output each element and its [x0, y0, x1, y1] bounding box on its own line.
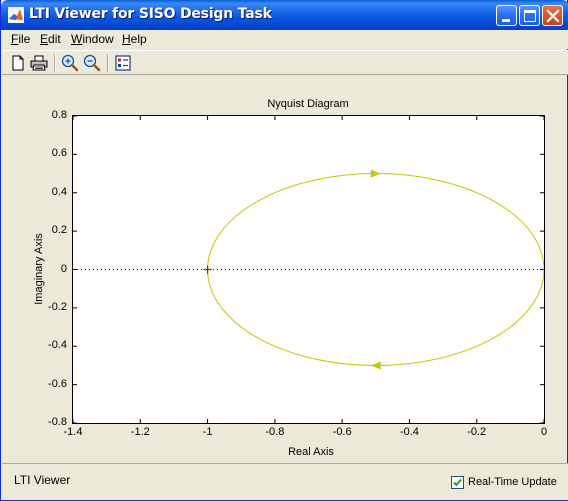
window-title: LTI Viewer for SISO Design Task	[29, 6, 272, 22]
plot-config-icon	[115, 55, 131, 71]
new-file-button[interactable]	[8, 53, 28, 73]
y-tick-label: -0.2	[48, 300, 67, 313]
maximize-icon	[524, 10, 536, 22]
menu-help-mnemonic: H	[122, 32, 131, 46]
nyquist-plot	[73, 116, 544, 423]
close-button[interactable]	[542, 5, 563, 26]
print-button[interactable]	[29, 53, 49, 73]
realtime-update-checkbox[interactable]	[451, 476, 464, 489]
x-tick-label: -1.4	[63, 426, 83, 438]
menu-edit-label: dit	[48, 32, 61, 46]
menu-window-mnemonic: W	[71, 32, 83, 46]
plot-axes[interactable]	[72, 115, 545, 424]
toolbar	[2, 50, 568, 75]
y-tick-label: 0.4	[51, 185, 67, 198]
toolbar-separator	[54, 54, 56, 72]
y-tick-label: -0.4	[48, 339, 67, 352]
new-file-icon	[12, 55, 24, 71]
plot-config-button[interactable]	[113, 53, 133, 73]
menu-file-label: ile	[18, 32, 31, 46]
x-tick-label: 0	[540, 426, 548, 438]
minimize-button[interactable]	[496, 5, 517, 26]
x-tick-label: -0.4	[399, 426, 419, 438]
menu-help[interactable]: Help	[122, 32, 147, 46]
menu-file-mnemonic: F	[11, 32, 19, 46]
x-tick-label: -0.8	[265, 426, 285, 438]
maximize-button[interactable]	[519, 5, 540, 26]
y-tick-label: 0.8	[51, 109, 67, 121]
status-bar: LTI Viewer Real-Time Update	[2, 463, 568, 500]
checkmark-icon	[453, 478, 462, 487]
direction-arrow-lower	[370, 361, 381, 370]
minimize-icon	[502, 19, 510, 22]
menu-help-label: elp	[130, 32, 147, 46]
x-tick-label: -0.2	[467, 426, 487, 438]
toolbar-separator	[107, 54, 109, 72]
x-tick-label: -1.2	[130, 426, 150, 438]
matlab-logo-icon	[8, 7, 24, 23]
direction-arrow-upper	[370, 169, 381, 178]
status-text: LTI Viewer	[14, 473, 71, 487]
realtime-update-label[interactable]: Real-Time Update	[468, 476, 557, 488]
menu-bar: File Edit Window Help	[2, 30, 568, 49]
y-tick-label: 0	[60, 262, 67, 275]
zoom-in-button[interactable]	[60, 53, 80, 73]
x-tick-label: -1	[202, 426, 213, 438]
critical-point-marker	[203, 265, 212, 274]
y-tick-label: 0.6	[51, 147, 67, 160]
zoom-out-button[interactable]	[82, 53, 102, 73]
x-tick-label: -0.6	[332, 426, 352, 438]
y-tick-label: 0.2	[51, 224, 67, 237]
print-icon	[30, 55, 48, 71]
zoom-in-icon	[61, 54, 79, 72]
x-axis-label: Real Axis	[288, 446, 334, 458]
y-tick-label: -0.8	[48, 416, 67, 428]
menu-edit-mnemonic: E	[40, 32, 49, 46]
zoom-out-icon	[83, 54, 101, 72]
title-bar[interactable]: LTI Viewer for SISO Design Task	[1, 0, 568, 30]
plot-title: Nyquist Diagram	[267, 98, 349, 110]
menu-edit[interactable]: Edit	[40, 32, 61, 46]
menu-window-label: indow	[82, 32, 114, 46]
menu-window[interactable]: Window	[71, 32, 114, 46]
y-tick-label: -0.6	[48, 377, 67, 390]
menu-file[interactable]: File	[11, 32, 30, 46]
close-icon	[546, 9, 560, 23]
y-axis-label: Imaginary Axis	[33, 233, 45, 305]
